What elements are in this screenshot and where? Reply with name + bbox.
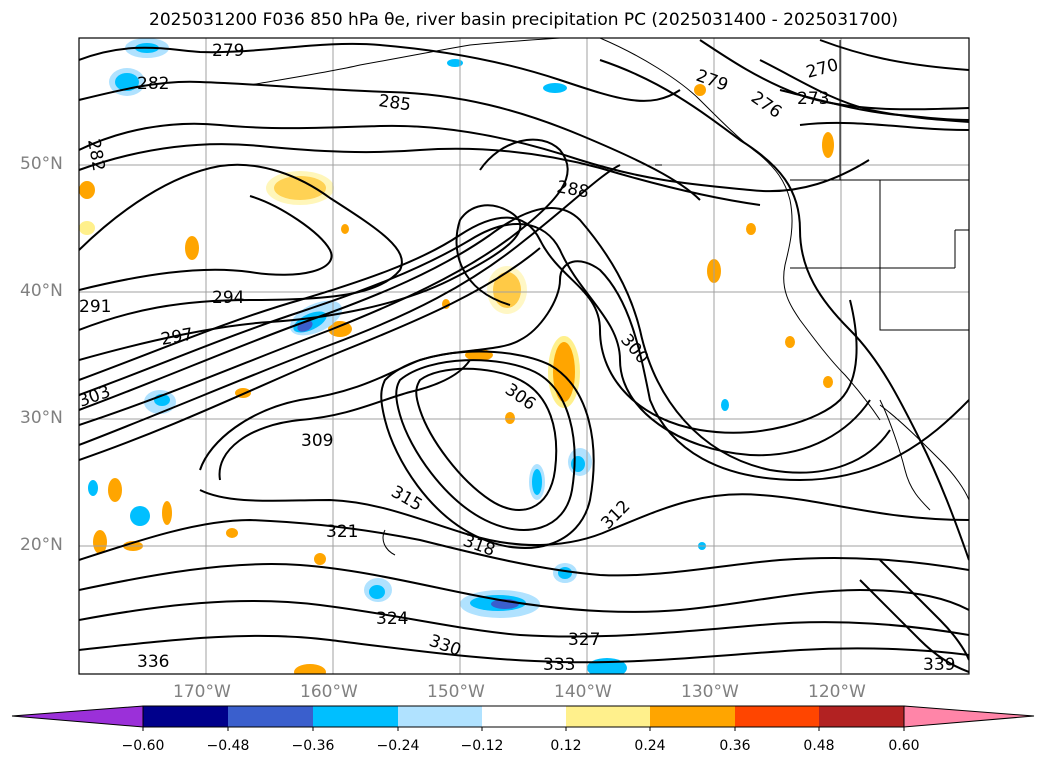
precip-positive-area <box>328 321 352 337</box>
map-frame <box>78 37 970 675</box>
colorbar-tick-label: 0.60 <box>888 738 920 754</box>
colorbar-swatch <box>228 706 313 727</box>
colorbar-tick-label: 0.12 <box>550 738 582 754</box>
lat-label: 20°N <box>20 535 63 555</box>
colorbar-swatch <box>398 706 482 727</box>
precip-positive-area <box>108 478 122 502</box>
lon-label: 150°W <box>427 682 485 702</box>
lon-label: 160°W <box>300 682 358 702</box>
colorbar-tick-label: 0.48 <box>803 738 835 754</box>
lon-label: 170°W <box>173 682 231 702</box>
colorbar-swatch <box>650 706 735 727</box>
colorbar-tick-label: 0.24 <box>634 738 666 754</box>
colorbar-tick-label: −0.12 <box>460 738 504 754</box>
lat-label: 40°N <box>20 281 63 301</box>
precip-positive-area <box>162 501 172 525</box>
precip-positive-area <box>185 236 199 260</box>
lon-label: 140°W <box>554 682 612 702</box>
map-title: 2025031200 F036 850 hPa θe, river basin … <box>149 10 898 30</box>
precip-negative-area <box>130 506 150 526</box>
colorbar-swatch <box>819 706 904 727</box>
precip-positive-area <box>79 181 95 199</box>
lat-label: 50°N <box>20 154 63 174</box>
colorbar-swatch <box>313 706 398 727</box>
colorbar-tick-label: −0.60 <box>121 738 165 754</box>
precip-positive-area <box>822 132 834 158</box>
precip-positive-area <box>93 530 107 554</box>
lon-label: 130°W <box>681 682 739 702</box>
precip-positive-area <box>79 221 95 235</box>
theta-e-contours <box>79 39 969 673</box>
coastlines <box>249 38 969 556</box>
colorbar-tick-label: −0.24 <box>376 738 420 754</box>
colorbar-tick-label: −0.48 <box>206 738 250 754</box>
colorbar-swatch <box>566 706 650 727</box>
lon-label: 120°W <box>808 682 866 702</box>
lat-label: 30°N <box>20 408 63 428</box>
colorbar <box>11 705 1035 731</box>
colorbar-tick-label: −0.36 <box>291 738 335 754</box>
colorbar-swatch <box>482 706 566 727</box>
colorbar-swatch <box>143 706 228 727</box>
colorbar-min-extend <box>11 705 144 728</box>
precip-positive-area <box>294 664 326 674</box>
colorbar-swatch <box>735 706 819 727</box>
colorbar-max-extend <box>903 705 1035 728</box>
colorbar-tick-label: 0.36 <box>719 738 751 754</box>
